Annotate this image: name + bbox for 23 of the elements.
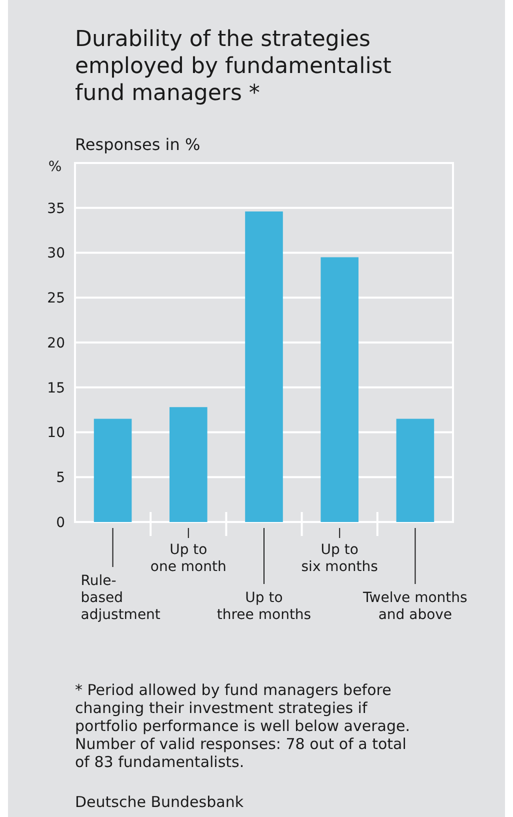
bar [170,407,208,522]
bar [396,418,434,522]
x-tick-label: Up to six months [301,542,378,575]
text: Deutsche Bundesbank [75,793,244,811]
y-tick-label: 25 [47,290,65,307]
y-tick-label: 0 [56,514,65,531]
y-tick-label: 10 [47,425,65,442]
y-tick-label: 15 [47,380,65,396]
y-tick-label: 20 [47,335,65,352]
x-tick-label: Up to three months [216,590,312,623]
bar [320,257,358,522]
bar [94,418,132,522]
x-tick-label: Twelve months and above [362,590,468,623]
chart-title: Durability of the strategies employed by fundamentalist fund managers * [75,27,392,106]
x-tick-label: Up to one month [150,542,226,575]
text: * Period allowed by fund managers before changing their investment strategies if portfolio performance is well below average. Number of valid responses: 78 out of a total of 83 fundamentalists. [75,681,410,771]
x-tick-label: Rule- based adjustment [80,573,161,623]
y-tick-label: 5 [56,470,65,486]
y-tick-label: 30 [47,246,65,262]
chart-subtitle: Responses in % [75,135,200,154]
bar [245,211,283,522]
y-tick-label: 35 [47,200,65,217]
y-axis-title: % [48,159,62,175]
